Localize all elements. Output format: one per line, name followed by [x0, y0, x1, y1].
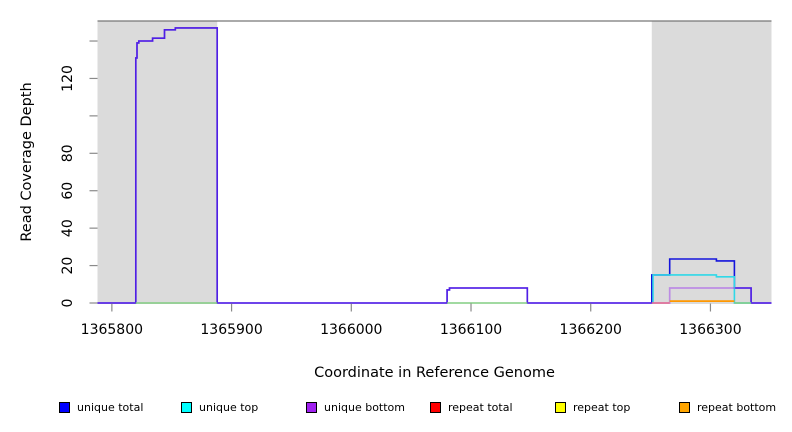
x-tick-label: 1366100: [440, 322, 502, 338]
x-tick-label: 1365900: [200, 322, 262, 338]
x-tick-label: 1365800: [81, 322, 143, 338]
y-tick-label: 120: [60, 65, 76, 92]
y-axis-title: Read Coverage Depth: [19, 82, 35, 241]
x-tick-label: 1366000: [320, 322, 382, 338]
shaded-region: [97, 21, 218, 304]
x-axis-title: Coordinate in Reference Genome: [314, 365, 555, 381]
series-line-unique-bottom: [97, 27, 772, 304]
shaded-region: [651, 21, 772, 304]
series-line-unique-total: [97, 27, 772, 304]
y-tick-label: 0: [60, 299, 76, 308]
y-tick-label: 60: [60, 182, 76, 200]
x-tick-label: 1366300: [679, 322, 741, 338]
y-tick-label: 20: [60, 257, 76, 275]
y-tick-label: 80: [60, 144, 76, 162]
x-tick-label: 1366200: [560, 322, 622, 338]
y-tick-label: 40: [60, 219, 76, 237]
